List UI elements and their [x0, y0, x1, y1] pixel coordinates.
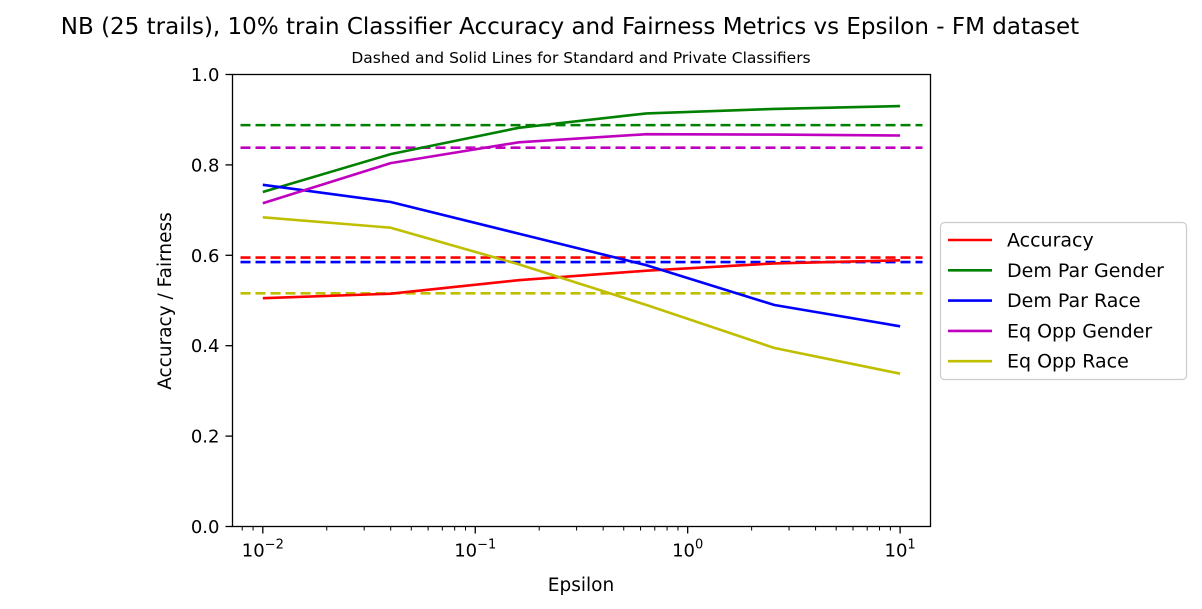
private-classifier-lines [262, 104, 901, 375]
legend-frame [939, 221, 1188, 381]
plot-area [240, 104, 923, 375]
private-line-dem-par-race [262, 183, 901, 328]
y-tick-label: 0.0 [191, 517, 220, 538]
chart-subtitle: Dashed and Solid Lines for Standard and … [351, 49, 810, 67]
legend-label-accuracy: Accuracy [1007, 230, 1094, 252]
x-tick-label: 100 [672, 538, 703, 562]
private-line-accuracy [262, 259, 901, 300]
private-line-dem-par-gender [262, 104, 901, 194]
y-tick-label: 0.4 [191, 336, 220, 357]
x-tick-label: 101 [885, 538, 916, 562]
legend: Accuracy Dem Par Gender Dem Par Race Eq Opp… [939, 221, 1188, 381]
x-axis: 10−2 10−1 100 101 [241, 526, 916, 562]
y-axis: 0.0 0.2 0.4 0.6 0.8 1.0 [191, 65, 233, 538]
y-axis-label: Accuracy / Fairness [155, 212, 176, 390]
x-axis-label: Epsilon [548, 575, 614, 596]
y-tick-label: 0.2 [191, 427, 220, 448]
private-line-eq-opp-gender [262, 132, 901, 205]
y-tick-label: 0.6 [191, 246, 220, 267]
standard-classifier-lines [240, 123, 923, 295]
legend-label-dem-par-gender: Dem Par Gender [1007, 260, 1164, 282]
chart-title: NB (25 trails), 10% train Classifier Acc… [61, 14, 1079, 40]
y-tick-label: 1.0 [191, 65, 220, 86]
legend-label-eq-opp-race: Eq Opp Race [1007, 351, 1129, 373]
x-tick-label: 10−2 [242, 538, 284, 562]
legend-label-dem-par-race: Dem Par Race [1007, 290, 1141, 312]
private-line-eq-opp-race [262, 216, 901, 375]
legend-label-eq-opp-gender: Eq Opp Gender [1007, 320, 1152, 342]
x-tick-label: 10−1 [454, 538, 496, 562]
y-tick-label: 0.8 [191, 155, 220, 176]
plot-frame [231, 73, 932, 528]
